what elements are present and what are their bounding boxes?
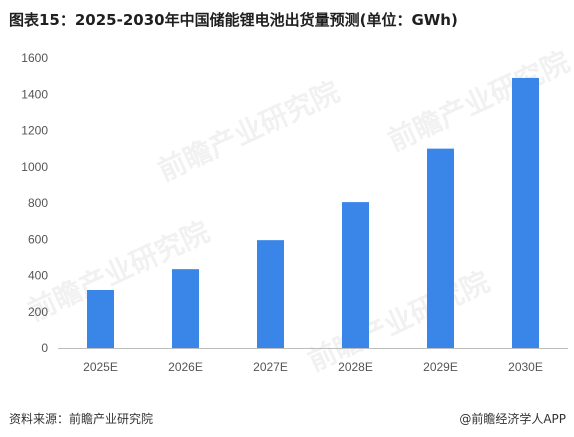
y-tick-label: 1200: [21, 124, 48, 138]
bar-series: [87, 77, 539, 348]
bar-2027E: [257, 240, 284, 348]
x-tick-label: 2030E: [508, 360, 543, 374]
y-tick-label: 1000: [21, 160, 48, 174]
bar-2025E: [87, 290, 114, 348]
x-tick-label: 2026E: [168, 360, 203, 374]
x-axis: 2025E 2026E 2027E 2028E 2029E 2030E: [83, 360, 543, 374]
x-tick-label: 2025E: [83, 360, 118, 374]
y-tick-label: 400: [28, 269, 48, 283]
y-tick-label: 0: [41, 341, 48, 355]
bar-2030E: [512, 77, 539, 348]
bar-2028E: [342, 202, 369, 348]
y-axis: 0 200 400 600 800 1000 1200 1400 1600: [21, 51, 48, 355]
y-tick-label: 1400: [21, 87, 48, 101]
x-tick-label: 2027E: [253, 360, 288, 374]
y-tick-label: 200: [28, 305, 48, 319]
y-tick-label: 1600: [21, 51, 48, 65]
y-tick-label: 800: [28, 196, 48, 210]
y-tick-label: 600: [28, 232, 48, 246]
bar-chart: 0 200 400 600 800 1000 1200 1400 1600 2025E 2026E…: [21, 51, 568, 374]
source-note: 资料来源：前瞻产业研究院: [9, 412, 154, 426]
bar-2026E: [172, 269, 199, 348]
credit-note: @前瞻经济学人APP: [459, 412, 566, 426]
chart-title: 图表15：2025-2030年中国储能锂电池出货量预测(单位：GWh): [9, 11, 458, 29]
bar-2029E: [427, 148, 454, 348]
x-tick-label: 2028E: [338, 360, 373, 374]
x-tick-label: 2029E: [423, 360, 458, 374]
